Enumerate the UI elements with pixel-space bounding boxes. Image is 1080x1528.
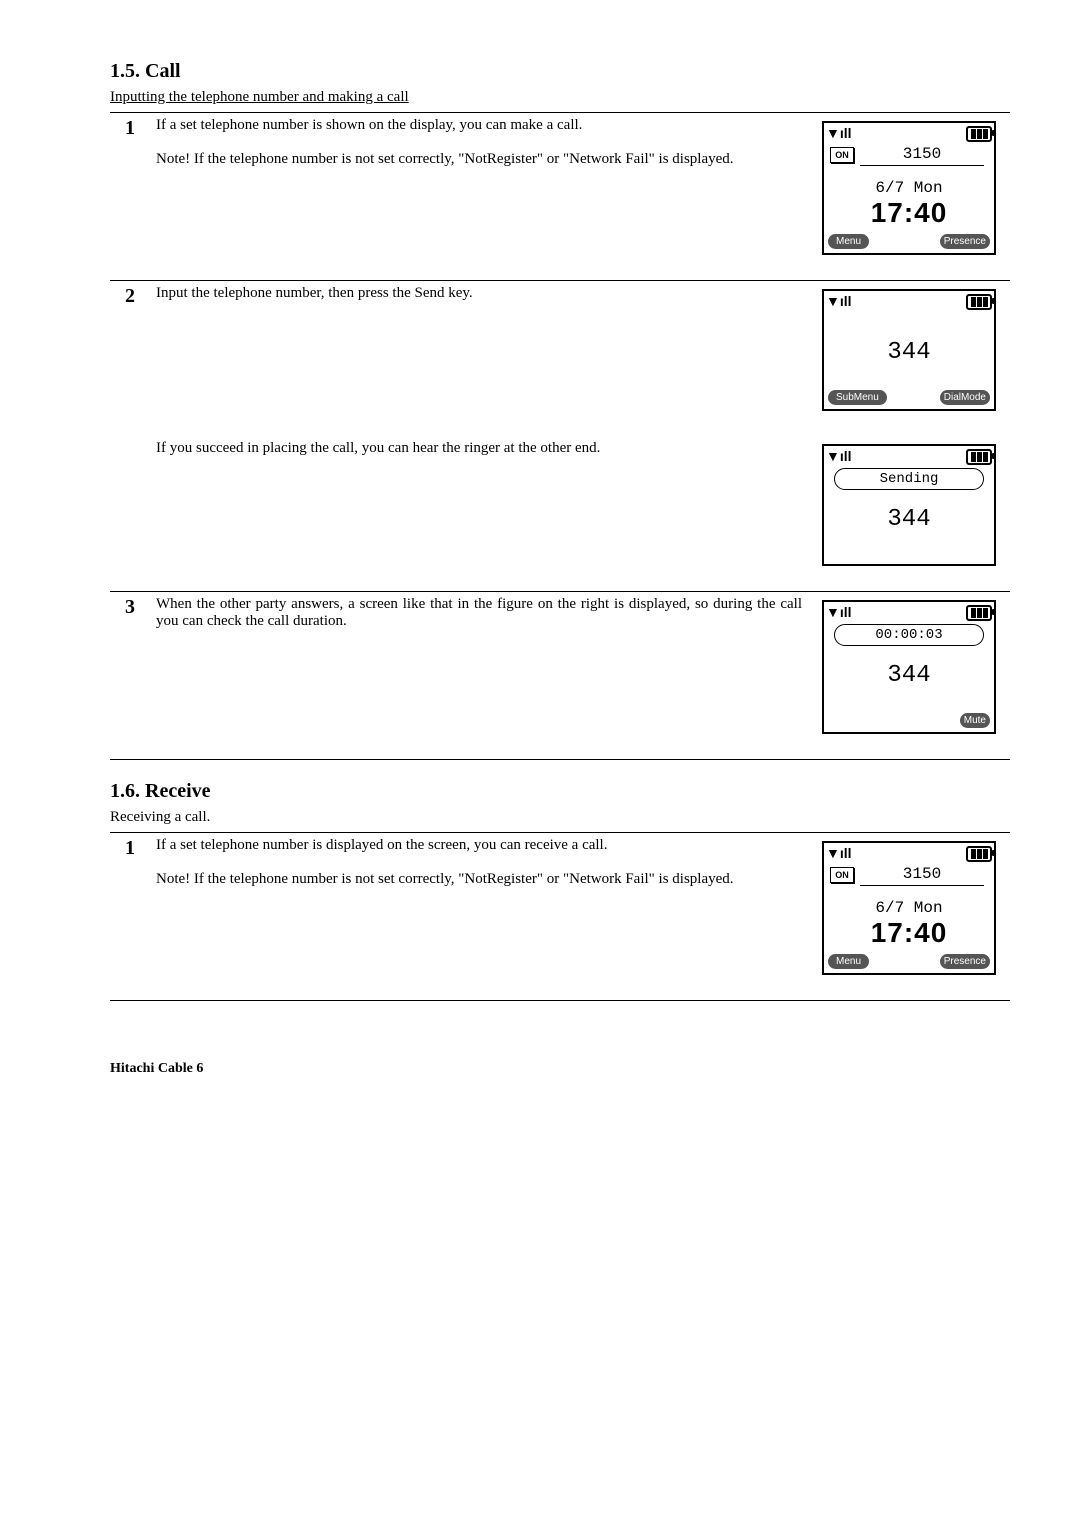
step-text: If a set telephone number is shown on th… — [150, 113, 808, 281]
step-number-blank — [110, 436, 150, 592]
table-row: 3 When the other party answers, a screen… — [110, 592, 1010, 760]
on-badge: ON — [830, 147, 854, 163]
signal-icon: ▼ıll — [826, 448, 852, 464]
section-subtitle-call: Inputting the telephone number and makin… — [110, 89, 1010, 106]
dialed-number: 344 — [824, 506, 994, 533]
lcd-dial: ▼ıll 344 SubMenu DialMode — [822, 289, 996, 411]
step-text: If a set telephone number is displayed o… — [150, 833, 808, 1001]
step-number: 1 — [110, 113, 150, 281]
call-steps-table: 1 If a set telephone number is shown on … — [110, 112, 1010, 760]
softkey-menu[interactable]: Menu — [828, 234, 869, 249]
dialed-number: 344 — [824, 662, 994, 689]
step-text-line: If a set telephone number is displayed o… — [156, 837, 607, 853]
step-number: 2 — [110, 281, 150, 437]
battery-icon — [966, 449, 992, 465]
step-text-line: Input the telephone number, then press t… — [156, 285, 473, 301]
extension-number: 3150 — [860, 145, 984, 166]
signal-icon: ▼ıll — [826, 845, 852, 861]
section-heading-receive: 1.6. Receive — [110, 780, 1010, 803]
table-row: 1 If a set telephone number is shown on … — [110, 113, 1010, 281]
extension-number: 3150 — [860, 865, 984, 886]
lcd-idle: ▼ıll ON 3150 6/7 Mon 17:40 Menu Presence — [822, 841, 996, 975]
table-row: 2 Input the telephone number, then press… — [110, 281, 1010, 437]
signal-icon: ▼ıll — [826, 293, 852, 309]
time-line: 17:40 — [824, 197, 994, 229]
signal-icon: ▼ıll — [826, 125, 852, 141]
softkey-presence[interactable]: Presence — [940, 234, 990, 249]
sending-bubble: Sending — [834, 468, 984, 490]
lcd-sending: ▼ıll Sending 344 — [822, 444, 996, 566]
step-screenshot: ▼ıll ON 3150 6/7 Mon 17:40 Menu Presence — [808, 113, 1010, 281]
softkey-dialmode[interactable]: DialMode — [940, 390, 990, 405]
call-duration-bubble: 00:00:03 — [834, 624, 984, 646]
battery-icon — [966, 294, 992, 310]
step-number: 3 — [110, 592, 150, 760]
date-line: 6/7 Mon — [824, 899, 994, 917]
softkey-menu[interactable]: Menu — [828, 954, 869, 969]
date-line: 6/7 Mon — [824, 179, 994, 197]
dialed-number: 344 — [824, 339, 994, 366]
softkey-mute[interactable]: Mute — [960, 713, 990, 728]
on-badge: ON — [830, 867, 854, 883]
section-heading-call: 1.5. Call — [110, 60, 1010, 83]
step-screenshot: ▼ıll Sending 344 — [808, 436, 1010, 592]
step-screenshot: ▼ıll 00:00:03 344 Mute — [808, 592, 1010, 760]
table-row: 1 If a set telephone number is displayed… — [110, 833, 1010, 1001]
step-text-line: If a set telephone number is shown on th… — [156, 117, 582, 133]
step-text: Input the telephone number, then press t… — [150, 281, 808, 437]
step-text: If you succeed in placing the call, you … — [150, 436, 808, 592]
step-screenshot: ▼ıll ON 3150 6/7 Mon 17:40 Menu Presence — [808, 833, 1010, 1001]
step-text: When the other party answers, a screen l… — [150, 592, 808, 760]
step-number: 1 — [110, 833, 150, 1001]
step-text-line: Note! If the telephone number is not set… — [156, 151, 802, 168]
battery-icon — [966, 846, 992, 862]
step-text-line: When the other party answers, a screen l… — [156, 596, 802, 629]
step-text-line: Note! If the telephone number is not set… — [156, 871, 734, 887]
battery-icon — [966, 126, 992, 142]
table-row: If you succeed in placing the call, you … — [110, 436, 1010, 592]
signal-icon: ▼ıll — [826, 604, 852, 620]
lcd-idle: ▼ıll ON 3150 6/7 Mon 17:40 Menu Presence — [822, 121, 996, 255]
softkey-presence[interactable]: Presence — [940, 954, 990, 969]
section-subtitle-receive: Receiving a call. — [110, 809, 1010, 826]
step-screenshot: ▼ıll 344 SubMenu DialMode — [808, 281, 1010, 437]
lcd-incall: ▼ıll 00:00:03 344 Mute — [822, 600, 996, 734]
page-footer: Hitachi Cable 6 — [110, 1061, 1010, 1077]
battery-icon — [966, 605, 992, 621]
step-text-line: If you succeed in placing the call, you … — [156, 440, 600, 456]
receive-steps-table: 1 If a set telephone number is displayed… — [110, 832, 1010, 1001]
time-line: 17:40 — [824, 917, 994, 949]
softkey-submenu[interactable]: SubMenu — [828, 390, 887, 405]
